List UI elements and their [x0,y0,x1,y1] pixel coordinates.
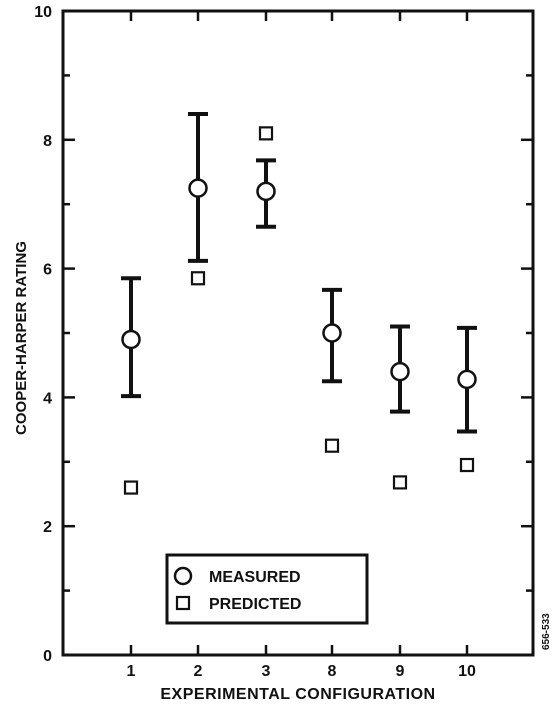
measured-point [188,178,208,198]
y-tick-label: 4 [43,390,52,407]
x-tick-label: 10 [458,663,476,680]
measured-point [457,369,477,390]
predicted-point [258,126,274,141]
x-tick-label: 9 [396,663,405,680]
legend-predicted-marker [175,595,191,611]
predicted-point [324,438,340,453]
legend-measured-marker [173,566,193,586]
x-tick-label: 8 [328,663,337,680]
y-tick-label: 2 [43,519,52,536]
y-tick-label: 0 [43,648,52,665]
predicted-point [459,457,475,473]
measured-point [322,323,342,343]
legend-box [165,553,369,625]
measured-point [256,181,276,202]
x-tick-label: 3 [262,663,271,680]
measured-point [390,361,410,382]
x-tick-label: 2 [194,663,203,680]
y-axis-label: COOPER-HARPER RATING [13,241,30,435]
predicted-point [392,475,408,490]
predicted-point [123,480,139,495]
y-tick-label: 8 [43,133,52,150]
predicted-point [190,271,206,286]
y-tick-label: 6 [43,262,52,279]
x-tick-label: 1 [127,663,136,680]
x-axis-label: EXPERIMENTAL CONFIGURATION [160,686,435,703]
y-tick-label: 10 [34,4,52,21]
legend-measured-label: MEASURED [209,569,301,586]
measured-point [121,329,141,350]
figure-id-label: 656-533 [541,613,552,650]
legend-predicted-label: PREDICTED [209,596,301,613]
